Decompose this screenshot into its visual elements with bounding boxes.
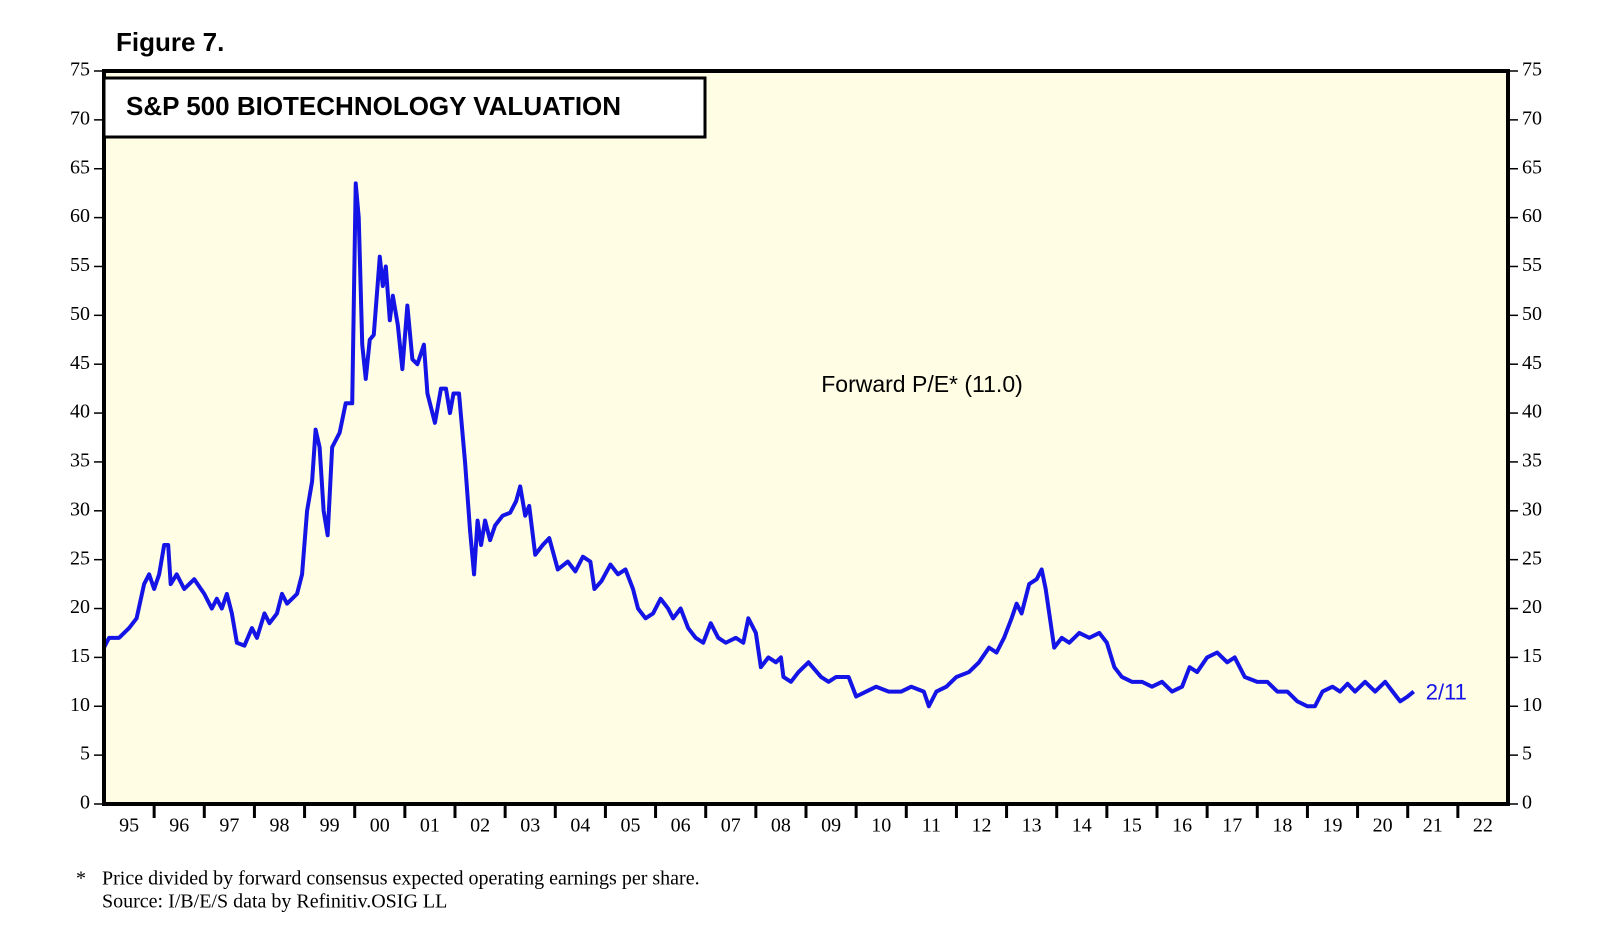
y2-tick-label: 70 <box>1522 107 1542 129</box>
x-tick-label: 15 <box>1122 815 1142 837</box>
y-tick-label: 25 <box>70 547 90 569</box>
y2-tick-label: 15 <box>1522 645 1542 667</box>
y-tick-label: 60 <box>70 205 90 227</box>
x-tick-label: 18 <box>1272 815 1292 837</box>
x-tick-label: 07 <box>721 815 741 837</box>
y-tick-label: 70 <box>70 107 90 129</box>
y-tick-label: 15 <box>70 645 90 667</box>
x-tick-label: 00 <box>370 815 390 837</box>
y-tick-label: 10 <box>70 694 90 716</box>
title-box <box>102 76 707 139</box>
x-tick-label: 22 <box>1473 815 1493 837</box>
y2-tick-label: 5 <box>1522 743 1532 765</box>
y-tick-label: 75 <box>70 59 90 81</box>
y-tick-label: 40 <box>70 401 90 423</box>
y2-tick-label: 25 <box>1522 547 1542 569</box>
data-line <box>102 181 1415 709</box>
x-tick-label: 09 <box>821 815 841 837</box>
y2-tick-label: 55 <box>1522 254 1542 276</box>
x-tick-label: 99 <box>320 815 340 837</box>
y-tick-label: 0 <box>80 792 90 814</box>
y2-tick-label: 45 <box>1522 352 1542 374</box>
x-tick-label: 95 <box>119 815 139 837</box>
x-tick-label: 19 <box>1323 815 1343 837</box>
x-tick-label: 05 <box>621 815 641 837</box>
y2-tick-label: 20 <box>1522 596 1542 618</box>
x-tick-label: 02 <box>470 815 490 837</box>
x-tick-label: 14 <box>1072 815 1092 837</box>
x-tick-label: 16 <box>1172 815 1192 837</box>
y-tick-label: 30 <box>70 498 90 520</box>
x-tick-label: 06 <box>671 815 691 837</box>
y2-tick-label: 30 <box>1522 498 1542 520</box>
x-tick-label: 97 <box>219 815 239 837</box>
chart-title: S&P 500 BIOTECHNOLOGY VALUATION <box>126 91 621 121</box>
figure-label: Figure 7. <box>116 27 224 57</box>
y-tick-label: 45 <box>70 352 90 374</box>
x-tick-label: 13 <box>1022 815 1042 837</box>
y-tick-label: 50 <box>70 303 90 325</box>
footnote-marker: * <box>76 868 86 890</box>
x-tick-label: 17 <box>1222 815 1242 837</box>
y2-tick-label: 10 <box>1522 694 1542 716</box>
x-tick-label: 96 <box>169 815 189 837</box>
y-tick-label: 20 <box>70 596 90 618</box>
y2-tick-label: 60 <box>1522 205 1542 227</box>
y2-tick-label: 65 <box>1522 156 1542 178</box>
end-label: 2/11 <box>1426 679 1467 704</box>
y2-tick-label: 35 <box>1522 450 1542 472</box>
x-tick-label: 21 <box>1423 815 1443 837</box>
source: Source: I/B/E/S data by Refinitiv.OSIG L… <box>102 891 447 913</box>
footnote: Price divided by forward consensus expec… <box>102 868 700 890</box>
x-tick-label: 10 <box>871 815 891 837</box>
y2-tick-label: 75 <box>1522 59 1542 81</box>
y-tick-label: 35 <box>70 450 90 472</box>
y-tick-label: 5 <box>80 743 90 765</box>
y2-tick-label: 40 <box>1522 401 1542 423</box>
x-tick-label: 20 <box>1373 815 1393 837</box>
y2-tick-label: 0 <box>1522 792 1532 814</box>
annotation: Forward P/E* (11.0) <box>821 371 1023 397</box>
x-tick-label: 98 <box>270 815 290 837</box>
x-tick-label: 01 <box>420 815 440 837</box>
x-tick-label: 04 <box>570 815 590 837</box>
y-tick-label: 55 <box>70 254 90 276</box>
x-tick-label: 11 <box>922 815 941 837</box>
plot-frame <box>102 69 1510 806</box>
ticks <box>94 70 1518 818</box>
y-tick-label: 65 <box>70 156 90 178</box>
x-tick-label: 12 <box>972 815 992 837</box>
data <box>102 181 1415 709</box>
y2-tick-label: 50 <box>1522 303 1542 325</box>
x-tick-label: 03 <box>520 815 540 837</box>
x-tick-label: 08 <box>771 815 791 837</box>
